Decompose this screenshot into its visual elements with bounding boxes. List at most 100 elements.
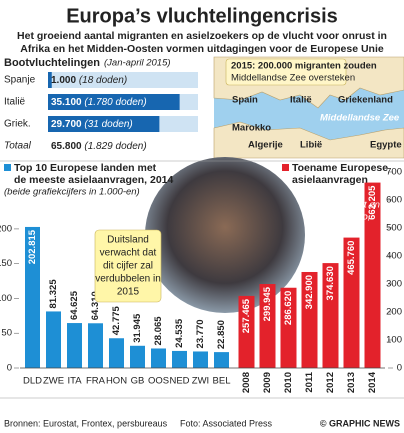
x-tick-label: GB [131, 376, 145, 387]
bar [151, 348, 166, 368]
x-tick-label: 2009 [262, 372, 273, 393]
y-tick-label: 200 [0, 223, 12, 234]
subtitle: Afrika en het Midden-Oosten vormen uitda… [20, 43, 384, 55]
map-label: Griekenland [338, 95, 393, 106]
x-tick-label: ITA [67, 376, 82, 387]
y-tick-label: 300 [386, 279, 402, 290]
y-tick-label: 0 [7, 363, 12, 374]
boat-bar [48, 94, 180, 110]
y-tick-label: 0 [397, 363, 402, 374]
boat-row-label: Italië [4, 97, 26, 108]
subtitle: Het groeiend aantal migranten en asielzo… [17, 30, 387, 42]
x-tick-label: 2012 [325, 372, 336, 393]
value-label: 257.465 [241, 298, 252, 333]
photo-credit: Foto: Associated Press [180, 418, 273, 428]
value-label: 465.760 [346, 241, 357, 275]
boat-value: 29.700 (31 doden) [51, 119, 133, 130]
boat-bar [48, 72, 52, 88]
x-tick-label: ZWI [192, 376, 209, 387]
map-label: Egypte [370, 140, 402, 151]
boat-deaths: (18 doden) [79, 75, 127, 86]
map-callout-box [225, 58, 347, 86]
value-label: 286.620 [283, 291, 294, 325]
map-label: Marokko [232, 123, 271, 134]
x-tick-label: FRA [86, 376, 106, 387]
y-tick-label: 500 [386, 223, 402, 234]
chart-title: Toename Europese [292, 162, 388, 174]
bar [46, 311, 61, 368]
boat-value: 1.000 (18 doden) [51, 75, 127, 86]
chart-title: Top 10 Europese landen met [14, 162, 157, 174]
x-tick-label: HON [106, 376, 127, 387]
map-label: Middellandse Zee [320, 113, 400, 124]
x-tick-label: ZWE [43, 376, 64, 387]
y-tick-label: 700 [386, 167, 402, 178]
x-tick-label: BEL [213, 376, 231, 387]
x-tick-label: DLD [23, 376, 42, 387]
photo-caption: Italië [335, 224, 355, 235]
boat-total-number: 65.800 [51, 141, 82, 152]
x-tick-label: OOS [148, 376, 169, 387]
title-bullet [282, 164, 289, 171]
annotation-box [94, 229, 162, 303]
title: Europa’s vluchtelingencrisis [66, 5, 338, 27]
photo-caption: Migrant en kind. [335, 200, 403, 211]
y-tick-label: 400 [386, 251, 402, 262]
y-tick-label: 600 [386, 195, 402, 206]
x-tick-label: 2011 [304, 371, 315, 392]
photo [145, 157, 305, 313]
boats-period: (Jan-april 2015) [104, 58, 171, 69]
bar [172, 350, 187, 368]
value-label: 64.625 [69, 290, 80, 320]
boat-track [48, 72, 198, 88]
boat-value-number: 35.100 [51, 97, 82, 108]
x-tick-label: NED [169, 376, 189, 387]
x-tick-label: 2010 [283, 372, 294, 393]
boats-title: Bootvluchtelingen [4, 57, 100, 69]
x-tick-label: 2013 [346, 372, 357, 393]
annotation: Duitsland [107, 235, 149, 246]
y-tick-label: 100 [0, 293, 12, 304]
title-bullet [4, 164, 11, 171]
y-tick-label: 150 [0, 258, 12, 269]
map-label: Algerije [248, 140, 283, 151]
value-label: 28.065 [153, 316, 164, 346]
value-label: 42.775 [111, 305, 122, 335]
value-label: 24.535 [174, 318, 185, 348]
bar [301, 271, 318, 368]
value-label: 662.205 [367, 185, 378, 220]
boat-total-deaths: (1.829 doden) [84, 141, 146, 152]
value-label: 22.850 [216, 320, 227, 349]
value-label: 374.630 [325, 266, 336, 300]
credit: © GRAPHIC NEWS [320, 418, 400, 428]
value-label: 31.945 [132, 313, 143, 343]
boat-total: 65.800 (1.829 doden) [51, 141, 147, 152]
bar [343, 237, 360, 368]
map-label: Libië [300, 140, 322, 151]
boat-row-label: Spanje [4, 75, 36, 86]
bar [88, 323, 103, 368]
value-label: 81.325 [48, 279, 59, 309]
map-land-africa [213, 121, 404, 159]
bar [67, 323, 82, 368]
y-tick-label: 200 [386, 307, 402, 318]
bar [322, 263, 339, 368]
value-label: 342.900 [304, 275, 315, 309]
map-callout: Middellandse Zee oversteken [231, 73, 355, 84]
y-tick-label: 50 [1, 328, 12, 339]
map-label: Italië [290, 95, 312, 106]
bar [364, 182, 381, 368]
boat-deaths: (31 doden) [84, 119, 132, 130]
boat-value-number: 29.700 [51, 119, 82, 130]
value-label: 23.770 [195, 319, 206, 348]
map-label: Spain [232, 95, 258, 106]
boat-bar [48, 116, 160, 132]
bar [130, 345, 145, 368]
value-label: 202.815 [27, 229, 38, 264]
y-tick-label: 100 [386, 335, 402, 346]
annotation: verdubbelen in [95, 274, 161, 285]
x-tick-label: 2008 [241, 372, 252, 393]
sources: Bronnen: Eurostat, Frontex, persbureaus [4, 418, 168, 428]
bar [280, 287, 297, 368]
chart-title: asielaanvragen [292, 174, 368, 186]
